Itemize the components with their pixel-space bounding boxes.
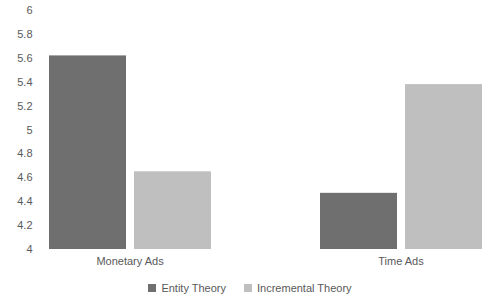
svg-text:4: 4 xyxy=(26,243,32,255)
html-text:Entity Theory: Entity Theory xyxy=(161,282,226,294)
svg-text:4.2: 4.2 xyxy=(17,219,32,231)
svg-text:Time Ads: Time Ads xyxy=(378,255,424,267)
svg-text:5.6: 5.6 xyxy=(17,52,32,64)
svg-text:5.2: 5.2 xyxy=(17,100,32,112)
svg-text:6: 6 xyxy=(26,4,32,16)
svg-text:5: 5 xyxy=(26,124,32,136)
svg-text:4.8: 4.8 xyxy=(17,147,32,159)
svg-text:5.4: 5.4 xyxy=(17,76,32,88)
svg-text:5.8: 5.8 xyxy=(17,28,32,40)
svg-text:Monetary Ads: Monetary Ads xyxy=(96,255,164,267)
html-text:Incremental Theory: Incremental Theory xyxy=(257,282,352,294)
svg-text:4.4: 4.4 xyxy=(17,195,32,207)
svg-text:4.6: 4.6 xyxy=(17,171,32,183)
